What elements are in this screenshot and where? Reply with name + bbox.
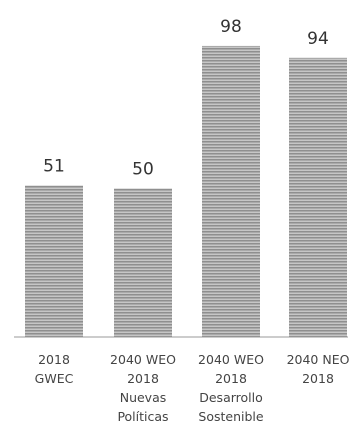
bar-2 — [202, 45, 260, 337]
category-label-2-line-2: Desarrollo — [199, 390, 263, 405]
category-label-3: 2040 NEO 2018 — [287, 352, 350, 386]
category-label-1-line-0: 2040 WEO — [110, 352, 176, 367]
category-label-1-line-3: Políticas — [117, 409, 168, 424]
bar-value-label-0: 51 — [43, 157, 65, 177]
category-label-3-line-0: 2040 NEO — [287, 352, 350, 367]
category-label-1-line-2: Nuevas — [120, 390, 167, 405]
value-labels-group: 51 50 98 94 — [43, 17, 329, 180]
category-label-1: 2040 WEO 2018 Nuevas Políticas — [110, 352, 176, 424]
category-label-2-line-3: Sostenible — [198, 409, 263, 424]
category-label-0-line-0: 2018 — [38, 352, 70, 367]
category-label-3-line-1: 2018 — [302, 371, 334, 386]
bar-value-label-2: 98 — [220, 17, 242, 37]
category-label-1-line-1: 2018 — [127, 371, 159, 386]
bar-1 — [114, 188, 172, 337]
category-label-2-line-0: 2040 WEO — [198, 352, 264, 367]
bar-value-label-1: 50 — [132, 160, 154, 180]
category-label-2-line-1: 2018 — [215, 371, 247, 386]
category-label-0-line-1: GWEC — [35, 371, 74, 386]
bar-value-label-3: 94 — [307, 29, 329, 49]
bars-group — [25, 45, 347, 337]
category-label-0: 2018 GWEC — [35, 352, 74, 386]
category-label-2: 2040 WEO 2018 Desarrollo Sostenible — [198, 352, 264, 424]
bar-3 — [289, 57, 347, 337]
bar-0 — [25, 185, 83, 337]
